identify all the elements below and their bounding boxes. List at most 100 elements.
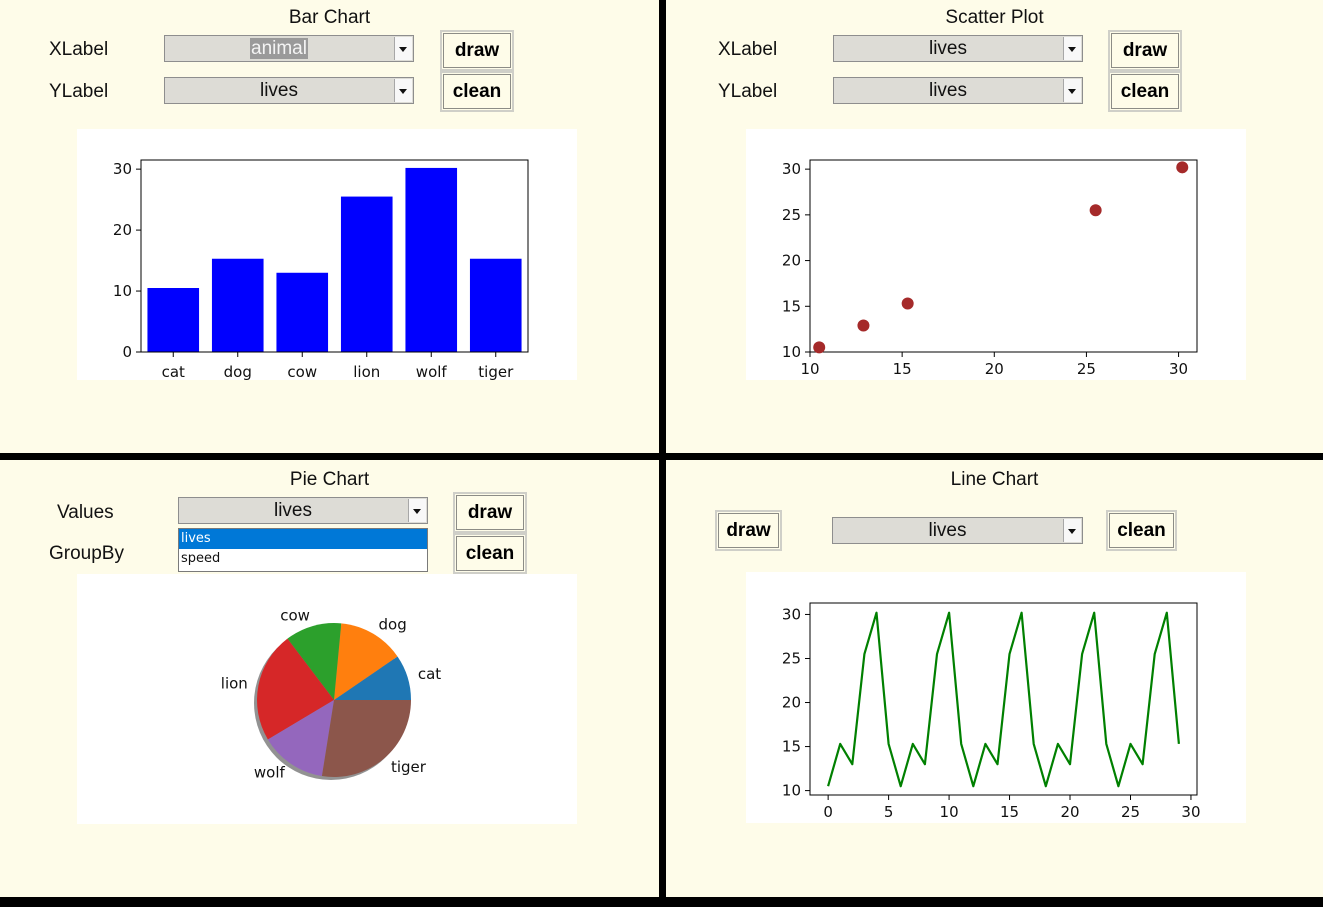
x-tick-label: wolf (416, 363, 448, 380)
pie-label: wolf (254, 764, 286, 782)
plot-frame (140, 159, 529, 353)
scatter-xlabel-label: XLabel (718, 39, 778, 60)
bar-xlabel-select[interactable]: animal (164, 35, 414, 62)
bar (276, 272, 329, 352)
line-clean-button[interactable]: clean (1106, 510, 1177, 551)
scatter-ylabel-label: YLabel (718, 81, 778, 102)
x-tick-label: 20 (985, 360, 1004, 378)
x-tick-label: tiger (478, 363, 514, 380)
line-value-select[interactable]: lives (832, 517, 1083, 544)
pie-panel-title: Pie Chart (289, 469, 370, 490)
pie-label: cat (418, 665, 441, 683)
y-tick-label: 10 (782, 343, 801, 361)
x-tick-label: 15 (893, 360, 912, 378)
x-tick-label: 10 (800, 360, 819, 378)
scatter-point (813, 341, 826, 354)
y-tick-label: 30 (113, 160, 132, 178)
y-tick-label: 15 (782, 297, 801, 315)
bar-ylabel-select[interactable]: lives (164, 77, 414, 104)
scatter-ylabel-select[interactable]: lives (833, 77, 1083, 104)
scatter-draw-button[interactable]: draw (1108, 30, 1182, 71)
x-tick-label: 0 (823, 803, 833, 821)
scatter-chart-svg: 10 15 20 25 30 10 15 20 25 30 (782, 159, 1198, 378)
x-tick-label: 10 (940, 803, 959, 821)
x-tick-label: 30 (1169, 360, 1188, 378)
pie-clean-button[interactable]: clean (453, 533, 527, 574)
x-tick-label: dog (224, 363, 252, 380)
x-tick-label: 5 (884, 803, 894, 821)
bar-clean-button[interactable]: clean (440, 71, 514, 112)
y-tick-label: 10 (782, 782, 801, 800)
y-tick-label: 20 (113, 221, 132, 239)
bar-xlabel-value: animal (250, 38, 308, 59)
bar-chart: cat dog cow lion wolf tiger 0 10 20 30 (77, 129, 577, 380)
chevron-down-icon[interactable] (1063, 37, 1081, 60)
pie-slice (267, 700, 334, 777)
bar-panel-title: Bar Chart (288, 7, 371, 28)
chevron-down-icon[interactable] (1063, 519, 1081, 542)
chevron-down-icon[interactable] (408, 499, 426, 522)
scatter-ylabel-value: lives (928, 80, 967, 101)
pie-values-label: Values (57, 502, 114, 523)
dropdown-option-lives[interactable]: lives (179, 529, 427, 549)
bar (211, 258, 264, 352)
bar (340, 196, 393, 352)
pie-values-value: lives (273, 500, 312, 521)
scatter-point (1089, 204, 1102, 217)
bar (147, 288, 200, 352)
line-draw-button[interactable]: draw (715, 510, 782, 551)
bar-ylabel-label: YLabel (49, 81, 109, 102)
pie-slice (334, 623, 398, 700)
chevron-down-icon[interactable] (394, 37, 412, 60)
pie-label: cow (280, 607, 310, 625)
scatter-point (901, 297, 914, 310)
line-chart-panel: Line Chart draw lives clean 10 15 20 25 30 0 5… (666, 460, 1323, 897)
y-tick-label: 20 (782, 694, 801, 712)
bar-chart-svg: cat dog cow lion wolf tiger 0 10 20 30 (113, 159, 529, 380)
scatter-clean-button[interactable]: clean (1108, 71, 1182, 112)
dropdown-option-speed[interactable]: speed (181, 551, 221, 566)
chevron-down-icon[interactable] (394, 79, 412, 102)
bar-chart-panel: Bar Chart XLabel YLabel animal lives dra… (0, 0, 659, 453)
pie-chart-svg: cat dog cow lion wolf tiger (221, 607, 441, 782)
scatter-plot-panel: Scatter Plot XLabel YLabel lives lives d… (666, 0, 1323, 453)
y-tick-label: 0 (122, 343, 132, 361)
pie-slice (287, 623, 342, 700)
scatter-point (1176, 161, 1189, 174)
y-tick-label: 30 (782, 605, 801, 623)
line-value: lives (928, 520, 967, 541)
y-tick-label: 20 (782, 252, 801, 270)
pie-label: dog (379, 615, 407, 633)
pie-label: lion (221, 674, 248, 692)
pie-slice (334, 656, 411, 700)
pie-values-dropdown[interactable]: lives speed (178, 528, 428, 572)
x-tick-label: 25 (1121, 803, 1140, 821)
scatter-xlabel-select[interactable]: lives (833, 35, 1083, 62)
pie-values-select[interactable]: lives (178, 497, 428, 524)
scatter-chart: 10 15 20 25 30 10 15 20 25 30 (746, 129, 1246, 380)
pie-groupby-label: GroupBy (49, 543, 124, 564)
x-tick-label: 15 (1000, 803, 1019, 821)
x-tick-label: lion (353, 363, 380, 380)
y-tick-label: 15 (782, 738, 801, 756)
scatter-point (857, 319, 870, 332)
pie-draw-button[interactable]: draw (453, 492, 527, 533)
pie-chart: cat dog cow lion wolf tiger (77, 574, 577, 824)
y-tick-label: 25 (782, 206, 801, 224)
bar-ylabel-value: lives (259, 80, 298, 101)
chevron-down-icon[interactable] (1063, 79, 1081, 102)
pie-label: tiger (391, 758, 427, 776)
bar (469, 258, 522, 352)
x-tick-label: 20 (1060, 803, 1079, 821)
scatter-xlabel-value: lives (928, 38, 967, 59)
bar-draw-button[interactable]: draw (440, 30, 514, 71)
x-tick-label: 30 (1181, 803, 1200, 821)
y-tick-label: 25 (782, 649, 801, 667)
plot-frame (809, 602, 1198, 796)
line-chart: 10 15 20 25 30 0 5 10 15 20 25 30 (746, 572, 1246, 823)
pie-chart-panel: Pie Chart Values GroupBy lives draw clea… (0, 460, 659, 897)
pie-slice (321, 700, 411, 777)
line-chart-svg: 10 15 20 25 30 0 5 10 15 20 25 30 (782, 602, 1201, 821)
bar (405, 167, 458, 352)
x-tick-label: 25 (1077, 360, 1096, 378)
